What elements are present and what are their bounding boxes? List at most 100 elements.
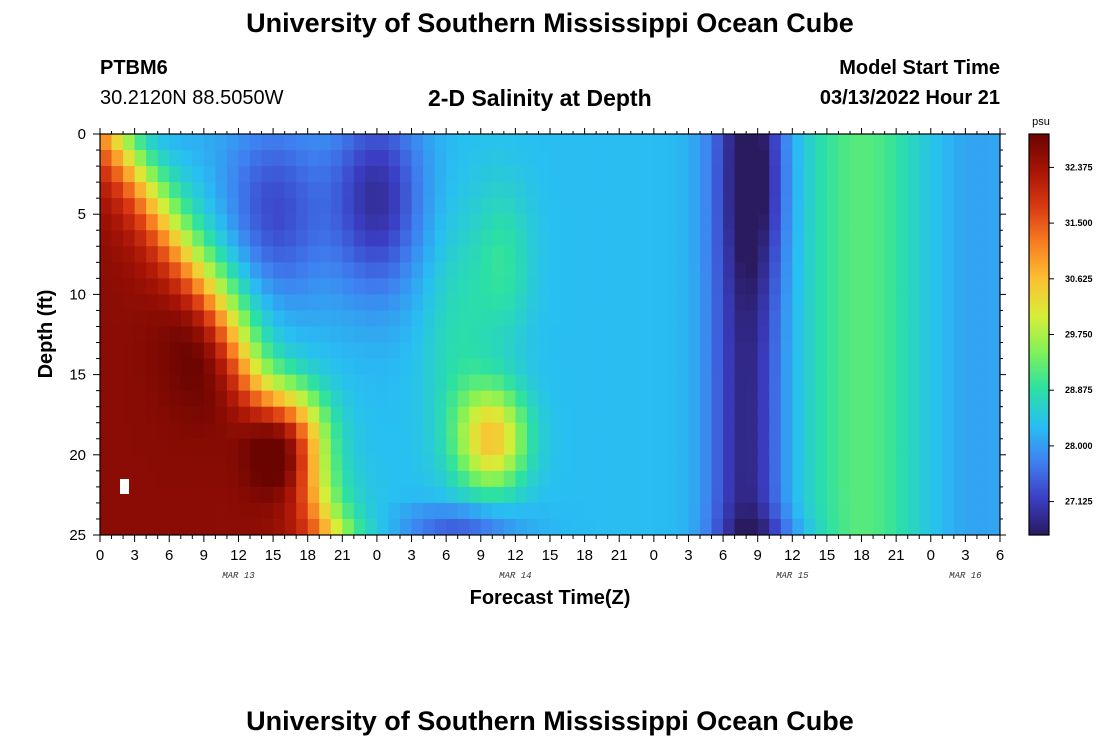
heatmap-cell: [284, 342, 297, 360]
heatmap-cell: [111, 310, 124, 328]
heatmap-cell: [815, 230, 828, 247]
heatmap-cell: [492, 502, 505, 520]
heatmap-cell: [734, 294, 747, 312]
heatmap-cell: [815, 406, 828, 424]
heatmap-cell: [376, 518, 390, 535]
heatmap-cell: [711, 502, 724, 520]
heatmap-cell: [123, 326, 136, 344]
heatmap-cell: [942, 454, 955, 472]
heatmap-cell: [884, 150, 897, 167]
heatmap-cell: [203, 358, 216, 376]
heatmap-cell: [596, 342, 609, 360]
heatmap-cell: [180, 406, 193, 424]
heatmap-cell: [757, 438, 770, 456]
heatmap-cell: [780, 278, 793, 295]
heatmap-cell: [573, 294, 586, 312]
heatmap-cell: [988, 470, 1000, 488]
heatmap-cell: [953, 150, 966, 167]
colorbar: psu 27.12528.00028.87529.75030.62531.500…: [1028, 116, 1093, 536]
heatmap-cell: [226, 230, 240, 247]
heatmap-cell: [884, 262, 897, 279]
heatmap-cell: [226, 438, 240, 456]
heatmap-cell: [561, 134, 574, 151]
heatmap-cell: [250, 342, 263, 360]
heatmap-cell: [896, 390, 909, 408]
x-tick-label: 21: [334, 547, 351, 564]
heatmap-cell: [642, 502, 655, 520]
heatmap-cell: [100, 342, 113, 360]
heatmap-cell: [250, 406, 263, 424]
heatmap-cell: [734, 502, 747, 520]
heatmap-cell: [446, 166, 459, 183]
heatmap-cell: [930, 422, 943, 440]
heatmap-cell: [630, 374, 643, 392]
heatmap-cell: [873, 470, 886, 488]
heatmap-cell: [769, 166, 782, 183]
date-label: MAR 13: [222, 571, 255, 581]
heatmap-cell: [873, 230, 886, 247]
heatmap-cell: [157, 470, 170, 488]
heatmap-cell: [457, 406, 470, 424]
heatmap-cell: [976, 166, 990, 183]
heatmap-cell: [342, 230, 355, 247]
heatmap-cell: [157, 342, 170, 360]
heatmap-cell: [330, 326, 343, 344]
heatmap-cell: [330, 406, 343, 424]
heatmap-cell: [965, 486, 978, 504]
heatmap-cell: [815, 214, 828, 231]
heatmap-cell: [919, 198, 932, 215]
heatmap-cell: [423, 166, 436, 183]
heatmap-cell: [976, 134, 990, 151]
heatmap-cell: [850, 278, 863, 295]
heatmap-cell: [942, 278, 955, 295]
heatmap-cell: [988, 166, 1000, 183]
heatmap-cell: [226, 406, 240, 424]
heatmap-cell: [250, 326, 263, 344]
heatmap-cell: [134, 166, 147, 183]
heatmap-cell: [676, 406, 690, 424]
heatmap-cell: [342, 294, 355, 312]
heatmap-cell: [538, 134, 551, 151]
heatmap-cell: [330, 198, 343, 215]
heatmap-cell: [561, 294, 574, 312]
heatmap-cell: [769, 486, 782, 504]
heatmap-cell: [457, 246, 470, 263]
heatmap-cell: [630, 246, 643, 263]
heatmap-cell: [850, 422, 863, 440]
heatmap-cell: [250, 390, 263, 408]
heatmap-cell: [423, 294, 436, 312]
heatmap-cell: [146, 374, 159, 392]
heatmap-cell: [838, 454, 851, 472]
heatmap-cell: [907, 518, 920, 535]
heatmap-cell: [919, 278, 932, 295]
heatmap-cell: [192, 486, 205, 504]
heatmap-cell: [700, 182, 713, 199]
heatmap-cell: [988, 214, 1000, 231]
heatmap-cell: [388, 326, 401, 344]
heatmap-cell: [550, 502, 563, 520]
heatmap-cell: [503, 470, 516, 488]
heatmap-cell: [330, 134, 343, 151]
heatmap-cell: [619, 438, 632, 456]
heatmap-cell: [215, 230, 228, 247]
heatmap-cell: [238, 246, 251, 263]
x-tick-label: 0: [650, 547, 658, 564]
heatmap-cell: [561, 470, 574, 488]
heatmap-cell: [838, 166, 851, 183]
heatmap-cell: [919, 326, 932, 344]
heatmap-cell: [826, 406, 840, 424]
heatmap-cell: [134, 518, 147, 535]
heatmap-cell: [284, 166, 297, 183]
heatmap-cell: [296, 518, 309, 535]
heatmap-cell: [319, 198, 332, 215]
heatmap-cell: [353, 182, 366, 199]
heatmap-cell: [538, 406, 551, 424]
heatmap-cell: [850, 214, 863, 231]
heatmap-cell: [365, 502, 378, 520]
heatmap-cell: [896, 310, 909, 328]
heatmap-cell: [907, 262, 920, 279]
heatmap-cell: [584, 342, 597, 360]
heatmap-cell: [723, 294, 736, 312]
heatmap-cell: [226, 166, 240, 183]
heatmap-cell: [965, 230, 978, 247]
